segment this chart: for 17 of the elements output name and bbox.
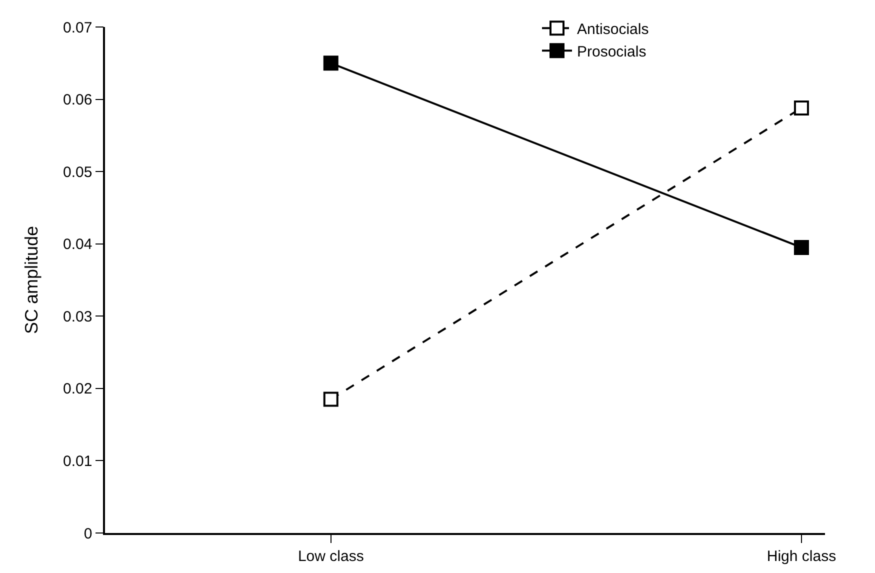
y-tick-label: 0.03 xyxy=(63,308,92,326)
y-tick-label: 0.02 xyxy=(63,380,92,398)
legend-label: Antisocials xyxy=(577,20,649,38)
legend-label: Prosocials xyxy=(577,43,646,60)
point xyxy=(323,56,338,71)
x-tick-label: Low class xyxy=(298,548,364,565)
y-tick-label: 0.04 xyxy=(63,236,92,254)
y-tick-label: 0.01 xyxy=(63,452,92,470)
y-tick-label: 0.06 xyxy=(63,92,92,109)
x-tick-label: High class xyxy=(766,548,836,565)
point xyxy=(794,100,809,116)
y-tick-label: 0.05 xyxy=(63,164,92,181)
y-tick-label: 0 xyxy=(84,525,92,542)
y-tick-label: 0.07 xyxy=(63,19,92,36)
point xyxy=(794,240,809,255)
y-axis-title: SC amplitude xyxy=(22,226,42,334)
point xyxy=(323,392,338,407)
